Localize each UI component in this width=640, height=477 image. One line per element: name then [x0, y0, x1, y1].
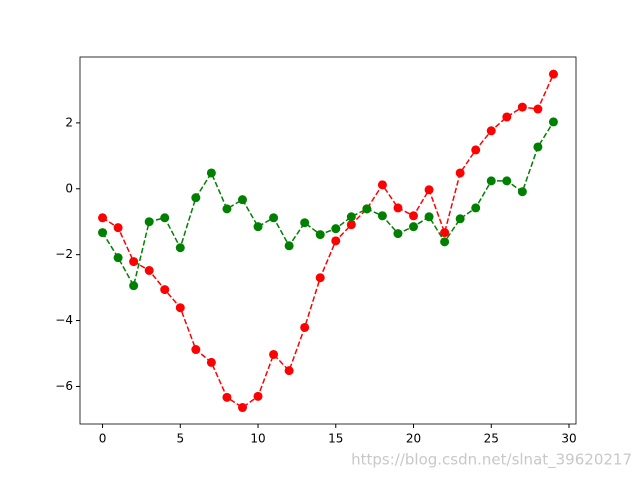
- data-point: [346, 220, 356, 230]
- data-point: [113, 223, 123, 233]
- data-point: [409, 222, 419, 232]
- data-point: [315, 273, 325, 283]
- y-tick-label: −2: [55, 247, 73, 261]
- watermark: https://blog.csdn.net/slnat_39620217: [351, 451, 632, 470]
- data-point: [393, 203, 403, 213]
- data-point: [377, 211, 387, 221]
- data-point: [331, 224, 341, 234]
- data-point: [517, 102, 527, 112]
- y-tick-label: 0: [65, 181, 73, 195]
- data-point: [237, 403, 247, 413]
- y-tick-label: −4: [55, 313, 73, 327]
- data-point: [191, 345, 201, 355]
- data-point: [129, 281, 139, 291]
- data-point: [440, 237, 450, 247]
- data-point: [486, 126, 496, 136]
- data-point: [409, 211, 419, 221]
- y-tick-label: 2: [65, 115, 73, 129]
- data-point: [300, 322, 310, 332]
- data-point: [253, 391, 263, 401]
- data-point: [471, 145, 481, 155]
- data-point: [144, 217, 154, 227]
- data-point: [377, 180, 387, 190]
- y-tick-label: −6: [55, 379, 73, 393]
- data-point: [548, 117, 558, 127]
- data-point: [315, 230, 325, 240]
- data-point: [269, 349, 279, 359]
- data-point: [346, 212, 356, 222]
- data-point: [237, 195, 247, 205]
- data-point: [284, 366, 294, 376]
- data-point: [424, 185, 434, 195]
- data-point: [440, 228, 450, 238]
- data-point: [502, 112, 512, 122]
- x-tick-label: 20: [406, 432, 421, 446]
- data-point: [548, 69, 558, 79]
- data-point: [222, 204, 232, 214]
- data-point: [144, 265, 154, 275]
- data-point: [533, 104, 543, 114]
- data-point: [113, 253, 123, 263]
- data-point: [502, 176, 512, 186]
- data-point: [98, 213, 108, 223]
- data-point: [284, 241, 294, 251]
- data-point: [175, 303, 185, 313]
- data-point: [362, 204, 372, 214]
- data-point: [191, 193, 201, 203]
- data-point: [175, 243, 185, 253]
- data-point: [455, 214, 465, 224]
- data-point: [129, 257, 139, 267]
- x-tick-label: 10: [250, 432, 265, 446]
- data-point: [486, 176, 496, 186]
- data-point: [300, 218, 310, 228]
- data-point: [98, 228, 108, 238]
- data-point: [253, 222, 263, 232]
- data-point: [424, 212, 434, 222]
- data-point: [206, 168, 216, 178]
- x-tick-label: 25: [484, 432, 499, 446]
- x-tick-label: 0: [99, 432, 107, 446]
- x-tick-label: 5: [176, 432, 184, 446]
- data-point: [393, 229, 403, 239]
- data-point: [471, 203, 481, 213]
- data-point: [160, 285, 170, 295]
- x-tick-label: 30: [561, 432, 576, 446]
- series-line: [101, 121, 555, 288]
- data-point: [222, 392, 232, 402]
- data-point: [160, 213, 170, 223]
- data-point: [517, 187, 527, 197]
- x-tick-label: 15: [328, 432, 343, 446]
- plot-frame: [79, 56, 577, 425]
- data-point: [533, 142, 543, 152]
- data-point: [331, 236, 341, 246]
- data-point: [455, 168, 465, 178]
- data-point: [269, 213, 279, 223]
- data-point: [206, 357, 216, 367]
